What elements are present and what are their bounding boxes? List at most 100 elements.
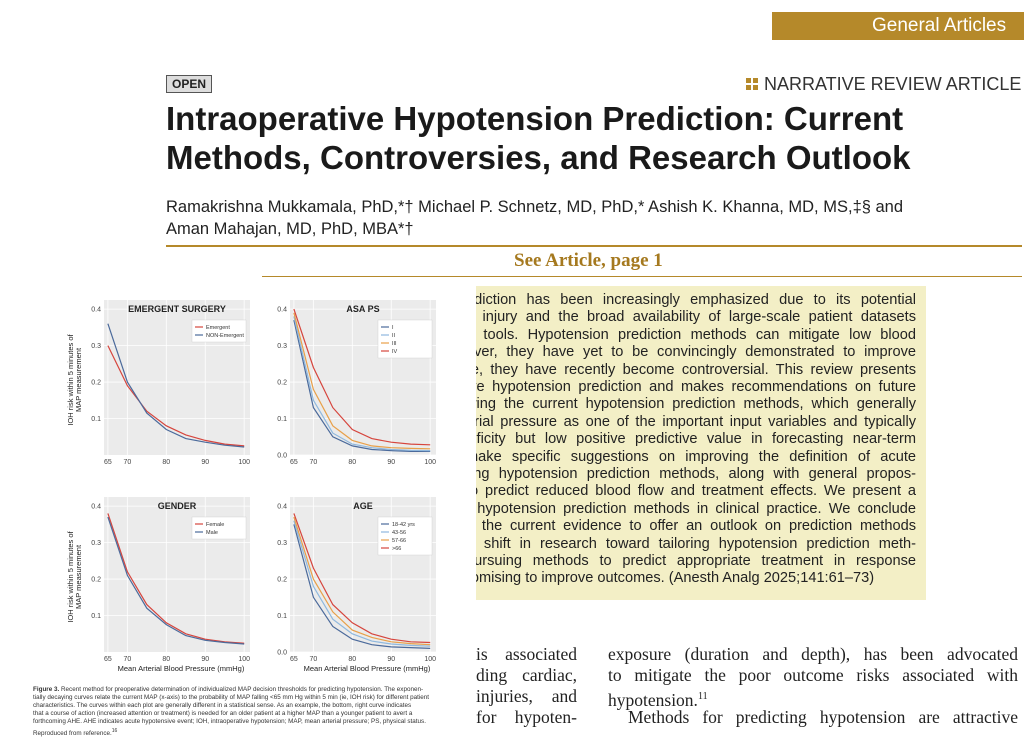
series-line — [293, 516, 431, 646]
legend-label: NON-Emergent — [206, 333, 244, 339]
abstract-line: g tools. Hypotension prediction methods … — [466, 326, 916, 343]
caption-line: tially decaying curves relate the curren… — [33, 694, 429, 702]
legend-label: 18-42 yrs — [392, 522, 415, 528]
y-tick-label: 0.2 — [277, 577, 287, 584]
reference: 16 — [111, 727, 118, 734]
y-tick-label: 0.2 — [277, 380, 287, 387]
body-line: Methods for predicting hypotension are a… — [628, 707, 1018, 727]
y-tick-label: 0.2 — [91, 577, 101, 584]
legend-label: I — [392, 325, 394, 331]
caption-line: that a course of action (increased atten… — [33, 710, 412, 718]
legend-label: >66 — [392, 546, 401, 552]
y-tick-label: 0.3 — [91, 343, 101, 350]
panel-title: GENDER — [158, 501, 197, 511]
body-line: hypotension.11 — [608, 689, 708, 710]
section-banner — [772, 12, 1024, 40]
section-label: General Articles — [872, 15, 1007, 36]
abstract-line: romising to improve outcomes. (Anesth An… — [466, 570, 875, 587]
caption-label: Figure 3. — [33, 686, 60, 693]
caption-line: Figure 3. Recent method for preoperative… — [33, 686, 423, 694]
abstract-line: n injury and the broad availability of l… — [466, 309, 916, 326]
legend-label: Male — [206, 530, 218, 536]
x-tick-label: 70 — [123, 656, 131, 663]
x-tick-label: 100 — [238, 656, 250, 663]
y-tick-label: 0.0 — [277, 453, 287, 460]
author-line: Aman Mahajan, MD, PhD, MBA*† — [166, 220, 414, 238]
x-tick-label: 100 — [238, 459, 250, 466]
legend-label: III — [392, 341, 397, 347]
figure: 0.1 0.2 0.3 0.4 65 70 80 90 100 EMERGENT SURGERY E… — [0, 286, 476, 732]
x-tick-label: 100 — [424, 656, 436, 663]
y-tick-label: 0.3 — [91, 540, 101, 547]
panel-title: EMERGENT SURGERY — [128, 304, 226, 314]
legend-label: Female — [206, 522, 224, 528]
x-tick-label: 80 — [348, 656, 356, 663]
abstract-line: wing the current hypotension prediction … — [466, 396, 916, 413]
series-line — [293, 319, 431, 452]
x-tick-label: 90 — [201, 459, 209, 466]
x-tick-label: 65 — [104, 459, 112, 466]
series-line — [293, 316, 431, 452]
abstract-line: ting hypotension prediction methods, alo… — [466, 466, 916, 482]
legend-label: 43-56 — [392, 530, 406, 536]
caption-line: Reproduced from reference.16 — [33, 727, 117, 738]
legend-label: Emergent — [206, 325, 230, 331]
x-axis-label: Mean Arterial Blood Pressure (mmHg) — [304, 664, 431, 673]
series-line — [293, 312, 431, 450]
abstract-line: pursuing methods to predict appropriate … — [466, 553, 916, 569]
y-tick-label: 0.1 — [277, 416, 287, 423]
x-tick-label: 70 — [309, 459, 317, 466]
legend-label: 57-66 — [392, 538, 406, 544]
body-line: for hypoten- — [476, 707, 577, 727]
y-tick-label: 0.0 — [277, 650, 287, 657]
legend-box — [377, 516, 433, 556]
y-tick-label: 0.1 — [91, 416, 101, 423]
y-tick-label: 0.4 — [91, 307, 101, 314]
caption-text: that a course of action (increased atten… — [33, 710, 413, 718]
series-line — [107, 513, 245, 644]
abstract-line: ive hypotension prediction and makes rec… — [466, 379, 916, 395]
y-axis-label: MAP measurement — [74, 347, 83, 412]
open-badge: OPEN — [166, 75, 213, 93]
legend-box — [191, 319, 247, 343]
x-tick-label: 80 — [162, 656, 170, 663]
x-tick-label: 65 — [104, 656, 112, 663]
legend-box — [191, 516, 247, 540]
y-tick-label: 0.4 — [277, 307, 287, 314]
caption-text: forthcoming AHE. AHE indicates acute hyp… — [33, 718, 426, 726]
rule — [262, 276, 1022, 277]
panel-title: AGE — [353, 501, 373, 511]
x-tick-label: 70 — [309, 656, 317, 663]
article-type: NARRATIVE REVIEW ARTICLE — [764, 74, 1022, 94]
author-line: Ramakrishna Mukkamala, PhD,*† Michael P.… — [166, 198, 904, 216]
x-tick-label: 80 — [162, 459, 170, 466]
series-line — [293, 520, 431, 647]
x-tick-label: 90 — [387, 656, 395, 663]
abstract-line: A shift in research toward tailoring hyp… — [466, 535, 916, 552]
legend-label: IV — [392, 349, 398, 355]
y-axis-label: IOH risk within 5 minutes of — [66, 530, 75, 622]
x-tick-label: 90 — [387, 459, 395, 466]
body-line: is associated — [476, 644, 577, 664]
series-line — [293, 308, 431, 446]
title-line: Intraoperative Hypotension Prediction: C… — [166, 100, 904, 137]
body-line: ding cardiac, — [476, 665, 577, 685]
series-line — [107, 323, 245, 448]
body-line: to mitigate the poor outcome risks assoc… — [608, 665, 1018, 685]
x-tick-label: 100 — [424, 459, 436, 466]
legend-box — [377, 319, 433, 359]
panel-title: ASA PS — [346, 304, 379, 314]
body-line: injuries, and — [476, 686, 577, 706]
caption-line: forthcoming AHE. AHE indicates acute hyp… — [33, 718, 426, 726]
rule — [166, 245, 1022, 247]
body-line: exposure (duration and depth), has been … — [608, 644, 1018, 664]
caption-text: Reproduced from reference. — [33, 729, 112, 737]
abstract-line: make specific suggestions on improving t… — [466, 448, 916, 465]
x-tick-label: 65 — [290, 656, 298, 663]
abstract-line: cificity but low positive predictive val… — [466, 431, 916, 448]
caption-text: Recent method for preoperative determina… — [59, 686, 424, 693]
abstract-line: ediction has been increasingly emphasize… — [466, 292, 916, 308]
series-line — [293, 524, 431, 649]
y-tick-label: 0.2 — [91, 380, 101, 387]
